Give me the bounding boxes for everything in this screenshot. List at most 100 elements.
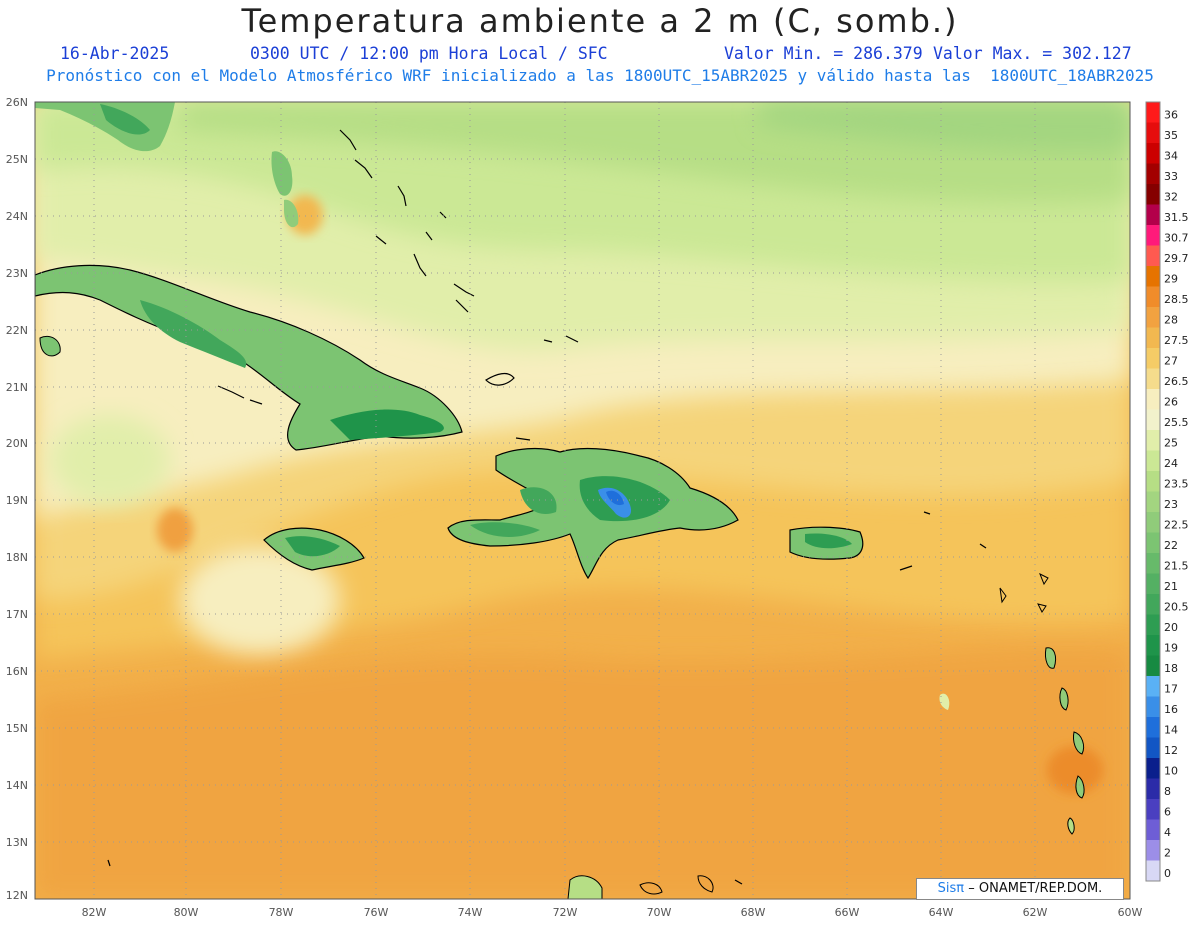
colorbar-swatch	[1146, 409, 1160, 431]
lat-label: 25N	[6, 153, 28, 166]
lon-label: 70W	[647, 906, 672, 919]
colorbar-swatch	[1146, 553, 1160, 574]
colorbar-label: 0	[1164, 867, 1171, 880]
latitude-axis: 26N 25N 24N 23N 22N 21N 20N 19N 18N 17N …	[6, 96, 28, 902]
colorbar-swatch	[1146, 225, 1160, 246]
lon-label: 78W	[269, 906, 294, 919]
valid-time: 0300 UTC / 12:00 pm Hora Local / SFC	[250, 44, 608, 63]
lat-label: 26N	[6, 96, 28, 109]
colorbar-label: 21	[1164, 580, 1178, 593]
colorbar-label: 29.7	[1164, 252, 1189, 265]
colorbar-label: 22	[1164, 539, 1178, 552]
colorbar-label: 23.5	[1164, 477, 1189, 490]
lat-label: 14N	[6, 779, 28, 792]
colorbar-swatch	[1146, 737, 1160, 759]
colorbar-swatch	[1146, 245, 1160, 267]
colorbar-label: 24	[1164, 457, 1178, 470]
longitude-axis: 82W 80W 78W 76W 74W 72W 70W 68W 66W 64W …	[82, 906, 1143, 919]
colorbar-label: 2	[1164, 846, 1171, 859]
lat-label: 20N	[6, 437, 28, 450]
colorbar-swatch	[1146, 286, 1160, 308]
colorbar-label: 31.5	[1164, 211, 1189, 224]
colorbar-swatch	[1146, 430, 1160, 451]
lon-label: 82W	[82, 906, 107, 919]
lat-label: 21N	[6, 381, 28, 394]
colorbar-swatch	[1146, 163, 1160, 185]
lon-label: 80W	[174, 906, 199, 919]
colorbar-swatch	[1146, 799, 1160, 820]
colorbar-label: 29	[1164, 272, 1178, 285]
colorbar-label: 36	[1164, 108, 1178, 121]
graticule	[35, 102, 1130, 899]
colorbar-label: 14	[1164, 723, 1178, 736]
colorbar-label: 30.7	[1164, 231, 1189, 244]
credit-text: – ONAMET/REP.DOM.	[968, 881, 1103, 896]
plot-frame	[34, 101, 1131, 900]
lat-label: 17N	[6, 608, 28, 621]
colorbar-label: 25	[1164, 436, 1178, 449]
colorbar-swatch	[1146, 143, 1160, 164]
colorbar-label: 28	[1164, 313, 1178, 326]
colorbar-swatch	[1146, 532, 1160, 554]
lon-label: 74W	[458, 906, 483, 919]
colorbar-swatch	[1146, 327, 1160, 349]
sispi-logo: Sisπ	[937, 881, 965, 896]
andros-island	[271, 151, 293, 196]
credit-badge: Sisπ – ONAMET/REP.DOM.	[916, 878, 1124, 900]
colorbar-label: 27.5	[1164, 334, 1189, 347]
temperature-map: 26N 25N 24N 23N 22N 21N 20N 19N 18N 17N …	[6, 96, 1189, 919]
colorbar-swatch	[1146, 102, 1160, 123]
colorbar-label: 32	[1164, 190, 1178, 203]
colorbar-swatch	[1146, 491, 1160, 513]
valid-date: 16-Abr-2025	[60, 44, 170, 63]
lat-label: 23N	[6, 267, 28, 280]
colorbar-swatch	[1146, 450, 1160, 472]
lon-label: 76W	[364, 906, 389, 919]
colorbar: 363534333231.530.729.72928.52827.52726.5…	[1145, 101, 1189, 882]
colorbar-label: 28.5	[1164, 293, 1189, 306]
colorbar-swatch	[1146, 368, 1160, 390]
lon-label: 62W	[1023, 906, 1048, 919]
colorbar-label: 18	[1164, 662, 1178, 675]
lon-label: 64W	[929, 906, 954, 919]
colorbar-swatch	[1146, 860, 1160, 882]
lat-label: 24N	[6, 210, 28, 223]
lat-label: 15N	[6, 722, 28, 735]
colorbar-label: 16	[1164, 703, 1178, 716]
colorbar-label: 20.5	[1164, 600, 1189, 613]
temperature-field	[35, 102, 1130, 899]
florida-land	[35, 102, 175, 152]
model-info: Pronóstico con el Modelo Atmosférico WRF…	[46, 66, 1154, 85]
max-value: Valor Max. = 302.127	[933, 44, 1132, 63]
colorbar-label: 19	[1164, 641, 1178, 654]
colorbar-swatch	[1146, 696, 1160, 718]
colorbar-swatch	[1146, 676, 1160, 697]
lat-label: 18N	[6, 551, 28, 564]
colorbar-label: 35	[1164, 129, 1178, 142]
colorbar-swatch	[1146, 614, 1160, 636]
colorbar-label: 17	[1164, 682, 1178, 695]
colorbar-label: 20	[1164, 621, 1178, 634]
colorbar-frame	[1145, 101, 1161, 882]
colorbar-swatch	[1146, 840, 1160, 861]
colorbar-label: 10	[1164, 764, 1178, 777]
colorbar-swatch	[1146, 819, 1160, 841]
colorbar-swatch	[1146, 122, 1160, 144]
colorbar-label: 26	[1164, 395, 1178, 408]
colorbar-swatch	[1146, 512, 1160, 533]
colorbar-swatch	[1146, 204, 1160, 226]
lat-label: 22N	[6, 324, 28, 337]
colorbar-swatch	[1146, 778, 1160, 800]
colorbar-label: 34	[1164, 149, 1178, 162]
colorbar-label: 25.5	[1164, 416, 1189, 429]
colorbar-label: 8	[1164, 785, 1171, 798]
colorbar-label: 4	[1164, 826, 1171, 839]
colorbar-swatch	[1146, 389, 1160, 410]
colorbar-swatch	[1146, 471, 1160, 492]
lat-label: 16N	[6, 665, 28, 678]
colorbar-swatch	[1146, 573, 1160, 595]
colorbar-swatch	[1146, 635, 1160, 656]
colorbar-label: 22.5	[1164, 518, 1189, 531]
lon-label: 68W	[741, 906, 766, 919]
map-title: Temperatura ambiente a 2 m (C, somb.)	[241, 2, 959, 40]
